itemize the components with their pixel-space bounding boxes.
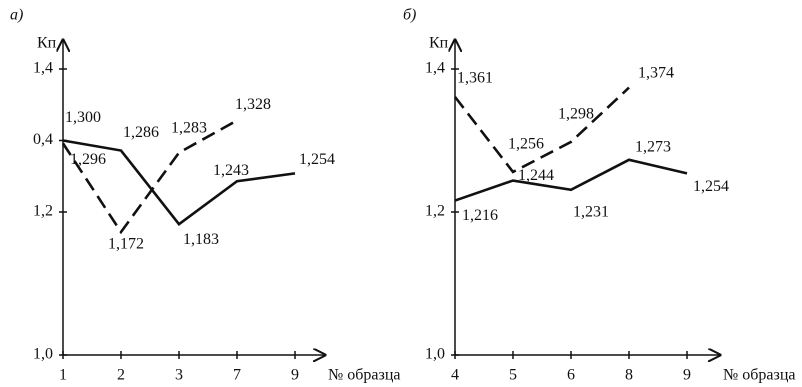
x-tick-label: 4 xyxy=(451,367,459,384)
y-tick-label: 1,0 xyxy=(33,346,53,363)
series-line xyxy=(453,86,630,174)
data-label: 1,296 xyxy=(70,151,106,168)
data-label: 1,172 xyxy=(108,236,144,253)
y-tick-label: 1,0 xyxy=(425,346,445,363)
data-label: 1,273 xyxy=(635,138,671,155)
y-axis-label: Кп xyxy=(429,35,449,52)
data-label: 1,244 xyxy=(518,167,554,184)
y-tick-label: 0,4 xyxy=(33,131,53,148)
x-tick-label: 8 xyxy=(625,367,633,384)
data-label: 1,231 xyxy=(573,204,609,221)
y-axis-label: Кп xyxy=(37,35,57,52)
data-label: 1,298 xyxy=(558,106,594,123)
data-label: 1,254 xyxy=(693,178,729,195)
data-label: 1,328 xyxy=(235,96,271,113)
data-label: 1,243 xyxy=(213,162,249,179)
x-tick-label: 3 xyxy=(175,367,183,384)
x-tick-label: 6 xyxy=(567,367,575,384)
x-tick-label: 9 xyxy=(683,367,691,384)
x-axis-label: № образца xyxy=(723,367,796,384)
series-line xyxy=(61,119,238,235)
x-tick-label: 2 xyxy=(117,367,125,384)
y-tick-label: 1,2 xyxy=(425,203,445,220)
x-axis-label: № образца xyxy=(328,367,401,384)
data-label: 1,300 xyxy=(65,109,101,126)
data-label: 1,361 xyxy=(457,70,493,87)
data-label: 1,254 xyxy=(299,151,335,168)
x-tick-label: 7 xyxy=(233,367,241,384)
data-label: 1,283 xyxy=(171,119,207,136)
data-label: 1,374 xyxy=(638,64,674,81)
panel-title: б) xyxy=(403,7,416,24)
panel-title: а) xyxy=(10,7,23,24)
x-tick-label: 5 xyxy=(509,367,517,384)
data-label: 1,216 xyxy=(462,207,498,224)
series-line xyxy=(454,158,688,202)
series-line xyxy=(62,139,296,226)
data-label: 1,183 xyxy=(183,231,219,248)
data-label: 1,256 xyxy=(508,136,544,153)
y-tick-label: 1,2 xyxy=(33,203,53,220)
y-tick-label: 1,4 xyxy=(33,60,53,77)
x-tick-label: 1 xyxy=(59,367,67,384)
data-label: 1,286 xyxy=(123,124,159,141)
y-tick-label: 1,4 xyxy=(425,60,445,77)
x-tick-label: 9 xyxy=(291,367,299,384)
